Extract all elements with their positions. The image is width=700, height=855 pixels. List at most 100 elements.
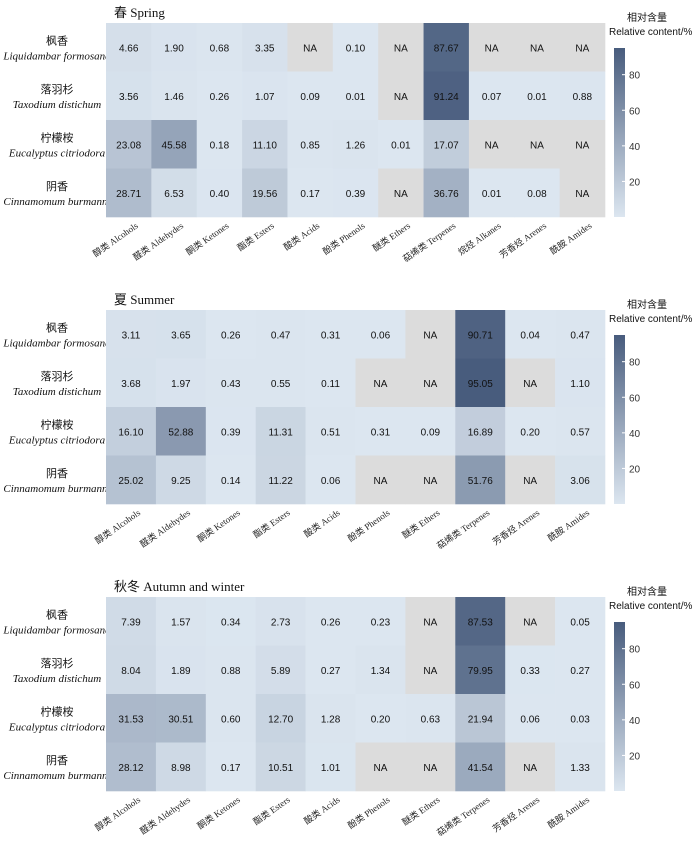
cell-value: 45.58	[162, 140, 187, 151]
row-label-latin: Liquidambar formosana	[2, 337, 111, 349]
heatmap-cell	[205, 742, 256, 792]
cell-value: NA	[373, 763, 387, 774]
heatmap-cell	[378, 168, 424, 218]
heatmap-cell	[405, 358, 456, 408]
cell-value: 0.06	[321, 476, 341, 487]
cell-value: 0.06	[520, 714, 540, 725]
cell-value: 7.39	[121, 617, 141, 628]
heatmap-cell	[106, 597, 157, 646]
heatmap-cell	[514, 120, 560, 169]
cell-value: 0.43	[221, 379, 241, 390]
cell-value: 28.71	[116, 189, 141, 200]
heatmap-cell	[555, 358, 606, 408]
cell-value: 1.01	[321, 763, 341, 774]
heatmap-cell	[405, 694, 456, 743]
x-tick-label: 酯类 Esters	[251, 793, 292, 827]
cell-value: 0.26	[321, 617, 341, 628]
cell-value: NA	[303, 43, 317, 54]
heatmap-cell	[355, 597, 406, 646]
heatmap-cell	[305, 455, 356, 505]
panel-title: 秋冬 Autumn and winter	[114, 579, 245, 594]
heatmap-cell	[151, 168, 198, 218]
row-label-latin: Eucalyptus citriodora	[8, 147, 106, 159]
cell-value: 25.02	[118, 476, 143, 487]
cell-value: 3.56	[119, 92, 139, 103]
cell-value: 90.71	[468, 330, 493, 341]
heatmap-cell	[106, 358, 157, 408]
cell-value: 0.23	[371, 617, 391, 628]
heatmap-cell	[405, 310, 456, 359]
heatmap-cell	[287, 71, 334, 121]
heatmap-cell	[287, 23, 334, 72]
heatmap-cell	[305, 407, 356, 456]
heatmap-cell	[196, 71, 243, 121]
colorbar-title-en: Relative content/%	[609, 601, 692, 612]
heatmap-cell	[555, 694, 606, 743]
heatmap-cell	[255, 407, 306, 456]
cell-value: NA	[423, 379, 437, 390]
heatmap-cell	[559, 120, 606, 169]
cell-value: 16.89	[468, 427, 493, 438]
cell-value: NA	[575, 189, 589, 200]
heatmap-cell	[423, 120, 470, 169]
heatmap-cell	[205, 358, 256, 408]
colorbar-title-zh: 相对含量	[627, 11, 667, 24]
heatmap-cell	[423, 71, 470, 121]
heatmap-cell	[151, 23, 198, 72]
heatmap-cell	[355, 742, 406, 792]
cell-value: 0.18	[210, 140, 230, 151]
panel-title: 春 Spring	[114, 5, 165, 20]
heatmap-cell	[332, 71, 379, 121]
heatmap-cell	[505, 407, 556, 456]
heatmap-cell	[455, 407, 506, 456]
row-label-zh: 枫香	[46, 320, 68, 334]
x-tick-label: 萜烯类 Terpenes	[435, 793, 492, 838]
row-label-zh: 落羽杉	[41, 82, 74, 96]
cell-value: 16.10	[118, 427, 143, 438]
heatmap-cell	[305, 742, 356, 792]
heatmap-cell	[155, 694, 207, 743]
heatmap-cell	[106, 168, 152, 218]
heatmap-cell	[468, 168, 515, 218]
cell-value: 1.26	[346, 140, 366, 151]
heatmap-cell	[155, 645, 207, 695]
cell-value: 0.07	[482, 92, 502, 103]
cell-value: NA	[485, 140, 499, 151]
cell-value: 87.53	[468, 617, 493, 628]
heatmap-cell	[505, 358, 556, 408]
cell-value: 0.01	[482, 189, 502, 200]
cell-value: NA	[423, 617, 437, 628]
heatmap-cell	[205, 310, 256, 359]
cell-value: 23.08	[116, 140, 141, 151]
cell-value: NA	[423, 763, 437, 774]
colorbar-tick-label: 60	[629, 680, 641, 691]
cell-value: 0.68	[210, 43, 230, 54]
x-tick-label: 酰胺 Amides	[545, 506, 591, 543]
cell-value: 3.35	[255, 43, 275, 54]
cell-value: 91.24	[434, 92, 459, 103]
cell-value: 11.22	[269, 476, 294, 487]
cell-value: 11.10	[253, 140, 278, 151]
heatmap-cell	[305, 645, 356, 695]
heatmap-cell	[455, 645, 506, 695]
cell-value: 0.11	[321, 379, 340, 390]
cell-value: 3.11	[122, 330, 141, 341]
heatmap-cell	[155, 597, 207, 646]
heatmap-cell	[355, 645, 406, 695]
heatmap-cell	[106, 694, 157, 743]
x-tick-label: 醇类 Alcohols	[93, 506, 143, 546]
heatmap-cell	[555, 742, 606, 792]
cell-value: 12.70	[268, 714, 293, 725]
heatmap-cell	[514, 71, 560, 121]
x-tick-label: 酸类 Acids	[281, 219, 322, 252]
x-tick-label: 酚类 Phenols	[345, 506, 392, 543]
cell-value: NA	[423, 330, 437, 341]
cell-value: 1.33	[570, 763, 590, 774]
x-tick-label: 醇类 Alcohols	[93, 793, 143, 833]
cell-value: NA	[523, 763, 537, 774]
x-tick-label: 酮类 Ketones	[183, 219, 230, 257]
cell-value: 1.10	[570, 379, 590, 390]
x-tick-label: 醛类 Aldehydes	[138, 506, 193, 549]
x-tick-label: 酮类 Ketones	[195, 793, 242, 831]
